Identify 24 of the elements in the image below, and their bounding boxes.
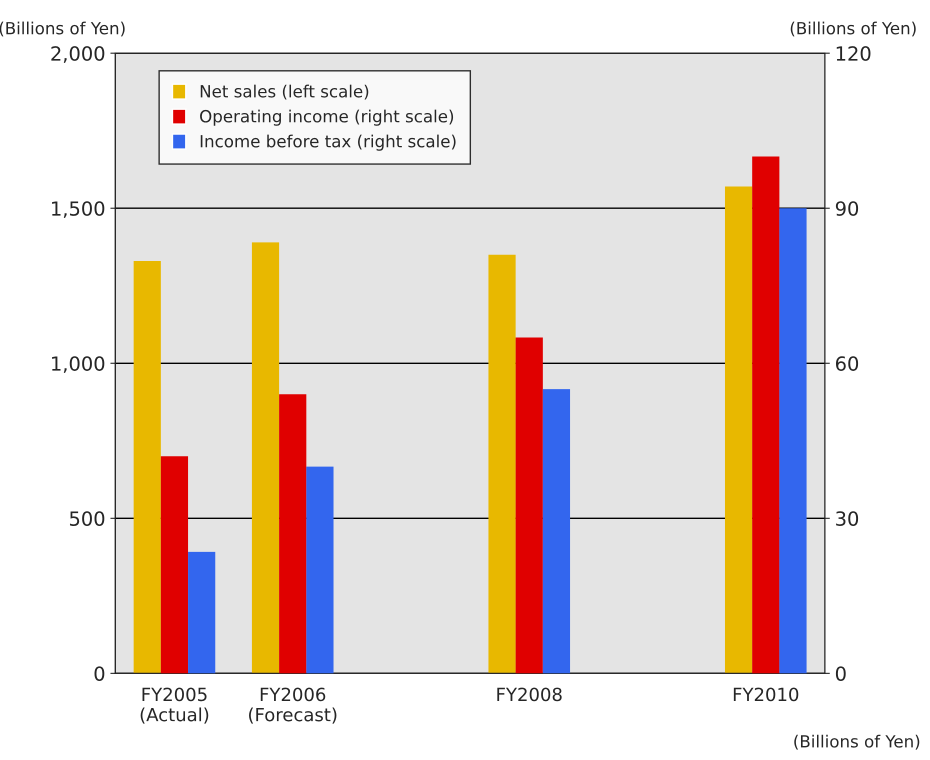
legend-label: Income before tax (right scale) xyxy=(200,134,456,151)
y-axis-title: (Billions of Yen) xyxy=(0,22,125,36)
y2-tick-label: 120 xyxy=(836,46,870,61)
bar xyxy=(306,466,334,674)
bar xyxy=(779,208,807,674)
text: (Billions of Yen) xyxy=(794,734,920,750)
y2-axis-title: (Billions of Yen) xyxy=(790,22,916,36)
legend-label: Net sales (left scale) xyxy=(200,84,368,100)
bar xyxy=(188,552,216,674)
y-tick-label: 500 xyxy=(70,511,104,526)
y-tick-label: 1,500 xyxy=(52,201,104,218)
x-tick-label: FY2005 (Actual) xyxy=(140,688,208,724)
y-tick-label: 1,000 xyxy=(52,356,104,373)
x-tick-label: FY2006 (Forecast) xyxy=(249,688,336,724)
y2-tick-label: 60 xyxy=(836,356,858,371)
y-tick-label: 2,000 xyxy=(51,46,104,63)
bar xyxy=(542,389,570,674)
x-tick-label: FY2008 xyxy=(497,688,562,702)
legend-label: Operating income (right scale) xyxy=(200,110,454,126)
y2-tick-label: 90 xyxy=(836,201,858,216)
y-tick-label: 0 xyxy=(94,666,104,682)
y2-tick-label: 0 xyxy=(836,666,846,682)
x-tick-label: FY2010 xyxy=(734,688,798,702)
y2-tick-label: 30 xyxy=(836,511,858,526)
